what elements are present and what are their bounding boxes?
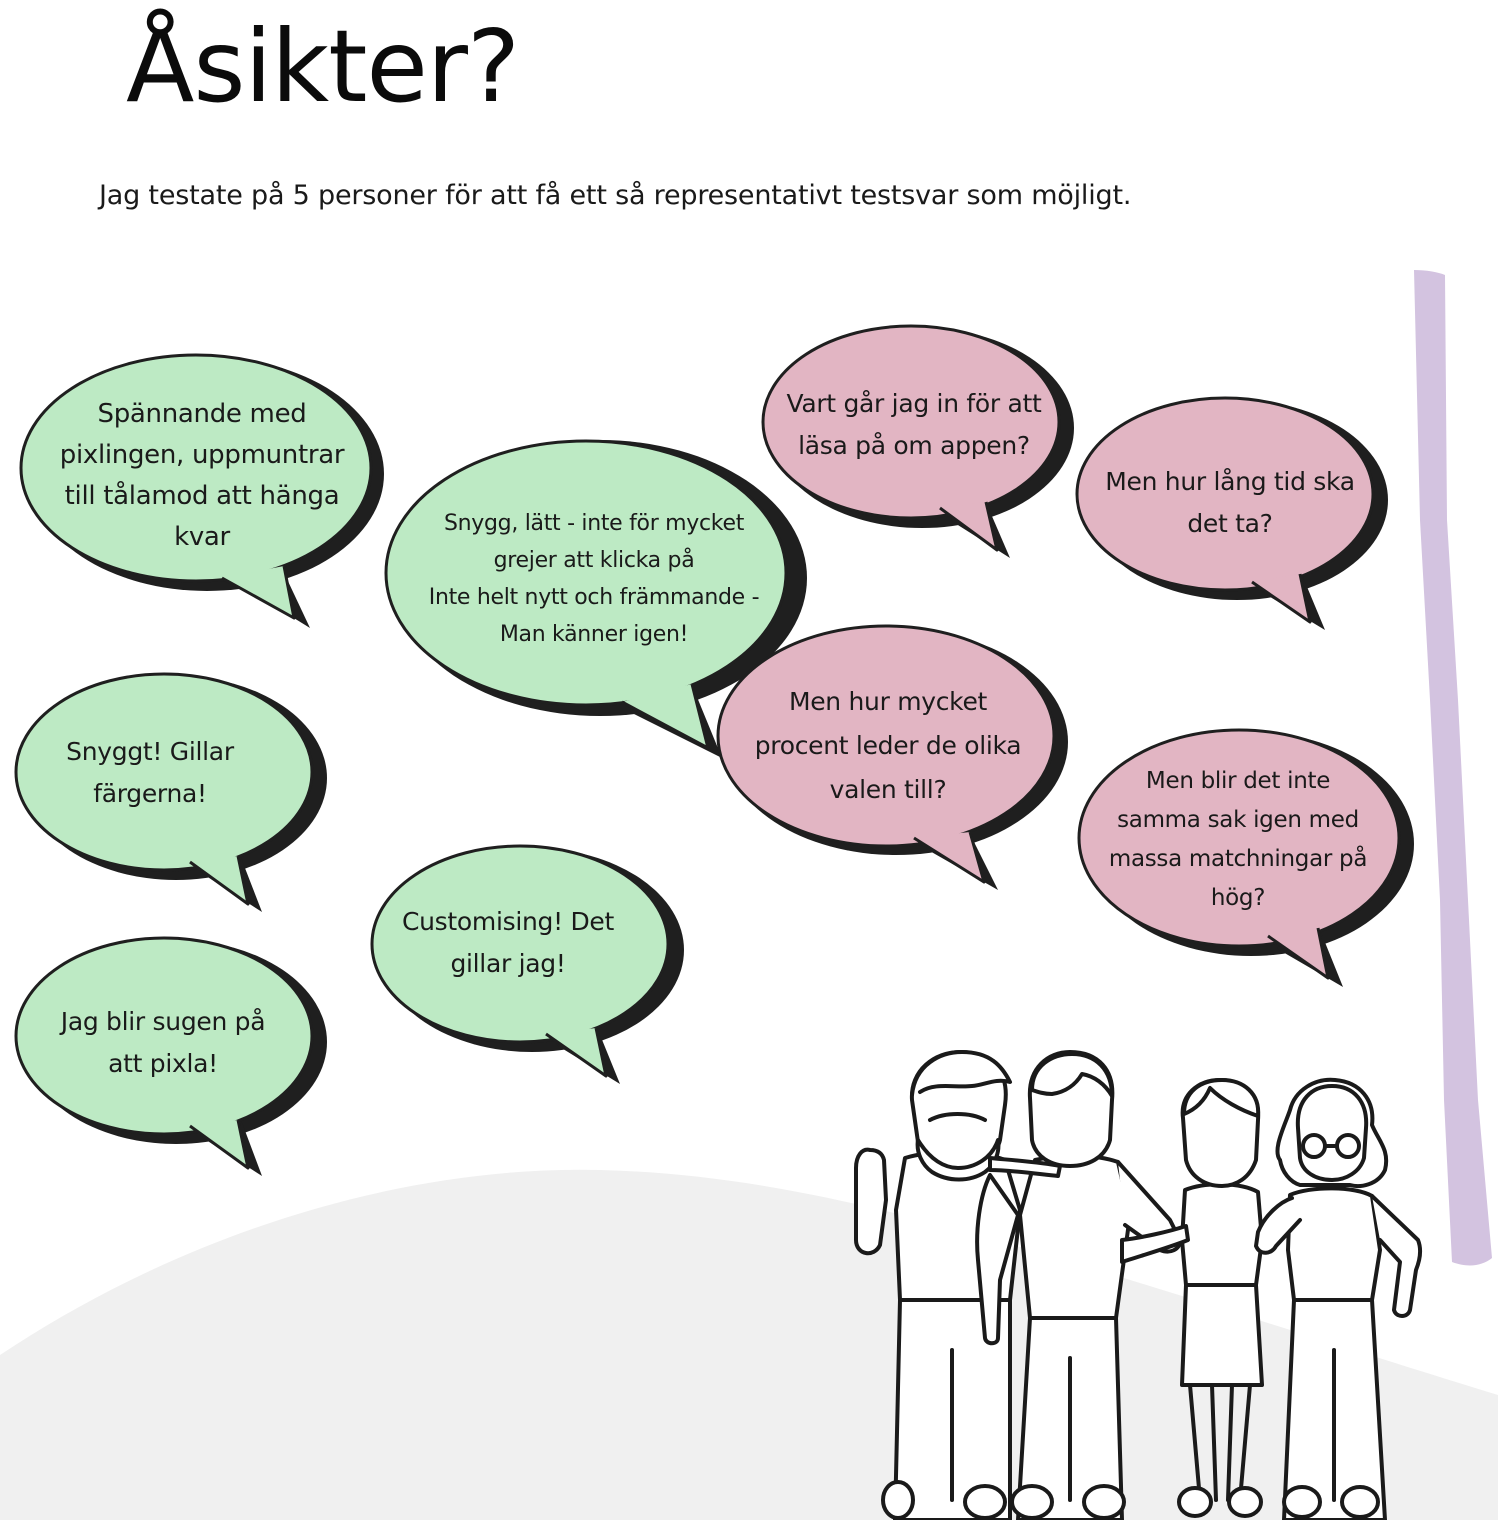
bubble-text-2: Snygg, lätt - inte för mycket grejer att…: [428, 511, 760, 647]
speech-bubble-3: [761, 324, 1074, 558]
speech-bubble-9: [14, 936, 327, 1176]
accent-stripe: [1414, 270, 1492, 1266]
speech-bubble-8: [370, 844, 684, 1084]
intro-text: Jag testate på 5 personer för att få ett…: [99, 180, 1132, 211]
bubble-text-4: Men hur lång tid ska det ta?: [1105, 467, 1355, 538]
speech-bubble-1: [19, 353, 384, 628]
ground-hill: [0, 1169, 1498, 1520]
arm-across-back: [988, 1156, 1062, 1178]
bubble-text-8: Customising! Det gillar jag!: [401, 907, 614, 978]
person-woman-short-hair: [1177, 1078, 1264, 1518]
bubble-text-1: Spännande med pixlingen, uppmuntrar till…: [59, 399, 345, 552]
bubble-text-5: Snyggt! Gillar färgerna!: [66, 737, 234, 808]
person-tall-man: [975, 1050, 1182, 1520]
bubble-text-3: Vart går jag in för att läsa på om appen…: [786, 389, 1042, 460]
bubble-text-9: Jag blir sugen på att pixla!: [60, 1007, 266, 1078]
arm-hug: [1120, 1224, 1190, 1264]
page-title: Åsikter?: [126, 8, 520, 125]
bubble-text-6: Men hur mycket procent leder de olika va…: [754, 687, 1022, 804]
speech-bubble-4: [1075, 396, 1388, 630]
person-woman-glasses: [1254, 1077, 1423, 1520]
speech-bubble-2: [384, 439, 807, 758]
person-bearded-man: [854, 1050, 1022, 1520]
bubble-text-7: Men blir det inte samma sak igen med mas…: [1108, 768, 1368, 911]
speech-bubble-7: [1077, 728, 1414, 987]
speech-bubble-5: [14, 672, 327, 912]
speech-bubble-6: [716, 624, 1068, 890]
